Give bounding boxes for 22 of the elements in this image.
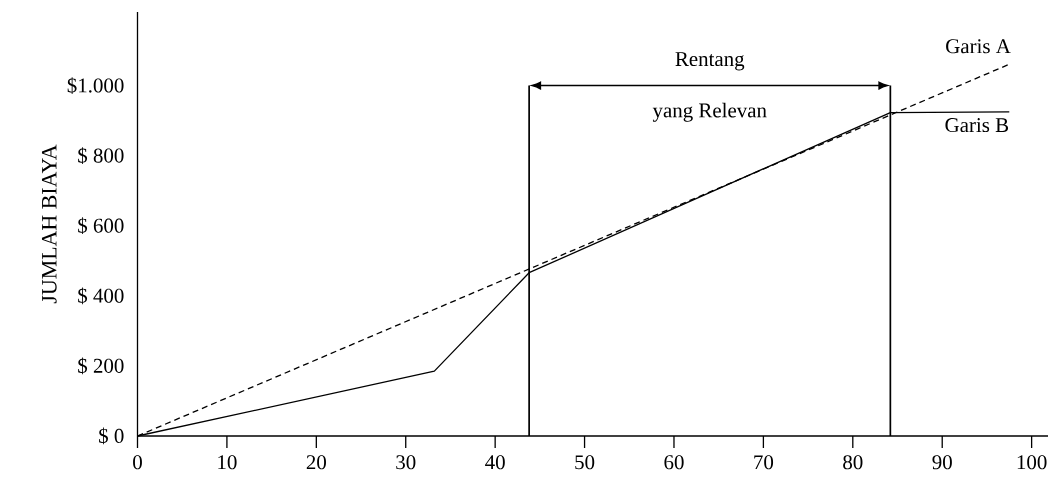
y-tick-label: $ 200	[78, 357, 124, 375]
x-tick-label: 50	[575, 455, 595, 470]
x-tick-label: 30	[396, 455, 416, 470]
annotation: yang Relevan	[652, 102, 767, 122]
x-tick-label: 40	[485, 455, 505, 470]
x-tick-label: 70	[754, 455, 774, 470]
x-tick-label: 60	[664, 455, 684, 470]
x-tick-label: 20	[306, 455, 326, 470]
x-tick-label: 100	[1017, 455, 1047, 470]
x-tick-label: 10	[218, 455, 237, 470]
y-tick-label: $ 400	[78, 287, 124, 305]
x-tick-label: 0	[133, 455, 142, 470]
y-tick-label: $ 0	[99, 427, 124, 445]
y-tick-label: $1.000	[67, 77, 124, 94]
series-label: Garis B	[945, 118, 1009, 133]
series-label: Garis A	[946, 39, 1011, 54]
y-axis-title: JUMLAH BIAYA	[41, 144, 57, 304]
y-tick-label: $ 800	[78, 147, 124, 165]
annotation: Rentang	[675, 52, 745, 71]
x-tick-label: 80	[843, 455, 863, 470]
y-tick-label: $ 600	[78, 217, 124, 235]
x-tick-label: 90	[932, 455, 952, 470]
